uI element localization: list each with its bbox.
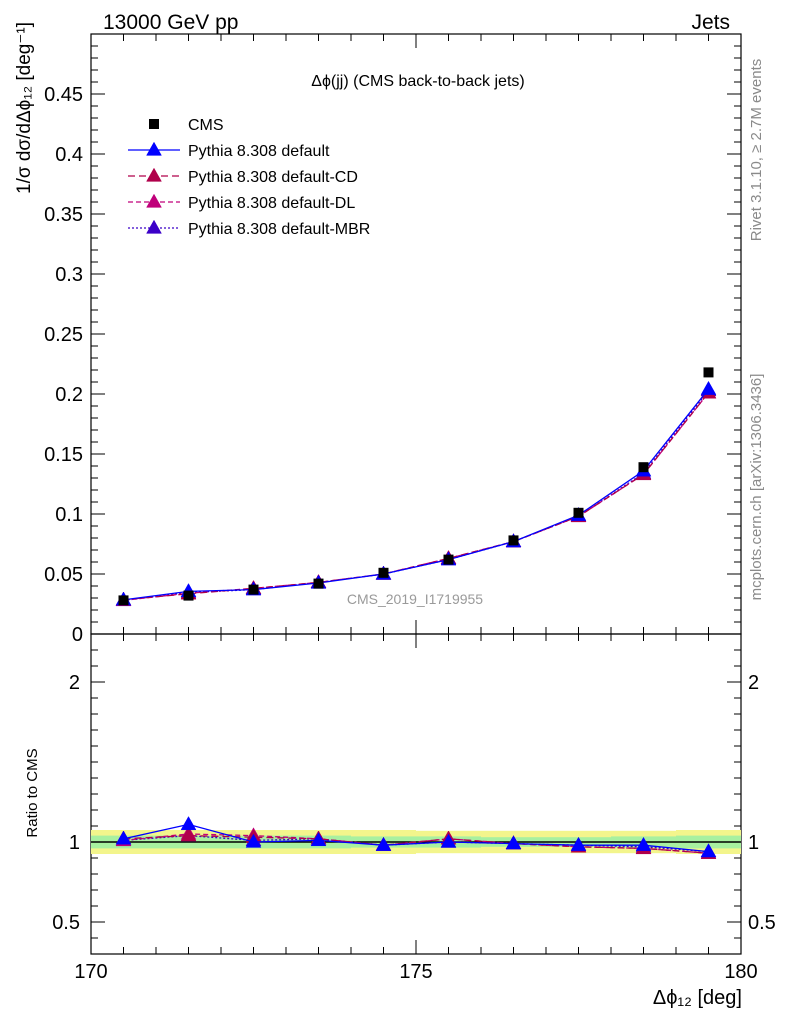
- cms-data-marker: [248, 584, 259, 595]
- x-axis-label: Δϕ₁₂ [deg]: [653, 987, 742, 1009]
- axis-tick-labels: 170 175 180 0 0.05 0.1 0.15 0.2 0.25 0.3 0.35 0.4 0.…: [44, 84, 776, 983]
- mc-ratio-line: [123, 823, 709, 853]
- legend-marker: [146, 219, 162, 234]
- y-axis-label: 1/σ dσ/dΔϕ₁₂ [deg⁻¹]: [14, 22, 35, 194]
- y-tick-label: 0.45: [44, 84, 83, 106]
- cms-data-marker: [313, 578, 324, 589]
- y-tick-label: 0.3: [55, 264, 83, 286]
- mc-ratio-marker: [180, 827, 197, 842]
- mc-ratio-marker: [375, 836, 392, 851]
- legend-series-label: Pythia 8.308 default-DL: [188, 195, 355, 212]
- mc-ratio-marker: [635, 836, 652, 851]
- mc-ratio-marker: [245, 833, 262, 848]
- mc-ratio-marker: [440, 833, 457, 848]
- legend-series-label: Pythia 8.308 default-CD: [188, 169, 358, 186]
- mc-ratio-marker: [505, 835, 522, 850]
- cms-data-marker: [183, 590, 194, 601]
- mcplots-info-label: mcplots.cern.ch [arXiv:1306.3436]: [748, 374, 765, 601]
- y-tick-label: 0.25: [44, 324, 83, 346]
- header-process-label: Jets: [691, 11, 730, 34]
- cms-data-marker: [378, 567, 389, 578]
- cms-data-marker: [118, 595, 129, 606]
- ratio-y-tick-label: 2: [748, 672, 759, 694]
- mc-ratio-marker: [115, 830, 132, 845]
- legend-series-label: Pythia 8.308 default: [188, 143, 330, 160]
- ratio-y-tick-label: 0.5: [748, 912, 776, 934]
- ratio-plot-frame: [90, 633, 742, 955]
- legend-cms-label: CMS: [188, 117, 224, 134]
- analysis-id-label: CMS_2019_I1719955: [347, 591, 483, 607]
- cms-data-marker: [508, 535, 519, 546]
- legend-marker: [146, 193, 162, 208]
- legend: CMS Pythia 8.308 default Pythia 8.308 defa…: [128, 117, 370, 238]
- mc-series-line: [123, 389, 710, 602]
- legend-cms-marker: [149, 119, 159, 129]
- ratio-y-tick-label: 1: [748, 832, 759, 854]
- mc-ratio-marker: [700, 843, 717, 858]
- rivet-info-label: Rivet 3.1.10, ≥ 2.7M events: [748, 59, 765, 242]
- ratio-y-tick-label: 1: [69, 832, 80, 854]
- ratio-y-tick-label: 0.5: [52, 912, 80, 934]
- x-tick-label: 180: [724, 961, 757, 983]
- x-tick-label: 175: [399, 961, 432, 983]
- mc-ratio-line: [123, 834, 709, 854]
- y-tick-label: 0.4: [55, 144, 83, 166]
- ratio-y-tick-label: 2: [69, 672, 80, 694]
- cms-data-marker: [443, 554, 454, 565]
- mc-series-line: [123, 392, 710, 602]
- mc-ratio-marker: [570, 836, 587, 851]
- mc-series-line: [123, 388, 710, 601]
- mc-series-line: [123, 392, 710, 601]
- cms-data-points: [118, 367, 714, 606]
- header-energy-label: 13000 GeV pp: [103, 11, 238, 34]
- legend-marker: [146, 167, 162, 182]
- y-tick-label: 0.05: [44, 564, 83, 586]
- y-tick-label: 0.1: [55, 504, 83, 526]
- y-tick-label: 0.35: [44, 204, 83, 226]
- cms-data-marker: [573, 507, 584, 518]
- mc-ratio-marker: [310, 832, 327, 847]
- y-tick-label: 0.15: [44, 444, 83, 466]
- cms-data-marker: [703, 367, 714, 378]
- legend-series-label: Pythia 8.308 default-MBR: [188, 221, 370, 238]
- axis-ticks: [90, 33, 742, 954]
- y-tick-label: 0: [72, 624, 83, 646]
- mc-series-marker: [700, 380, 717, 395]
- cms-data-marker: [638, 462, 649, 473]
- x-tick-label: 170: [74, 961, 107, 983]
- mc-ratio-marker: [180, 816, 197, 831]
- plot-title: Δϕ(jj) (CMS back-to-back jets): [311, 73, 524, 90]
- ratio-y-axis-label: Ratio to CMS: [24, 748, 41, 837]
- legend-marker: [146, 141, 162, 156]
- y-tick-label: 0.2: [55, 384, 83, 406]
